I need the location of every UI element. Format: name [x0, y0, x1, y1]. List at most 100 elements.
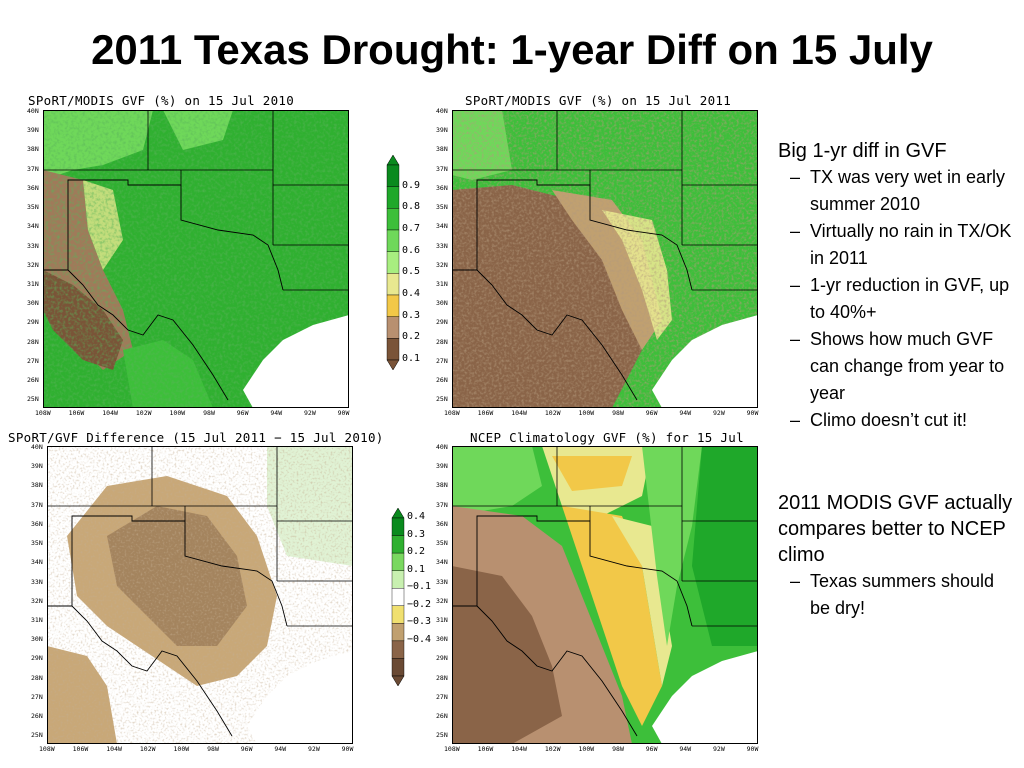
- lon-tick-label: 100W: [578, 745, 595, 753]
- lat-tick-label: 38N: [27, 145, 39, 154]
- lat-tick-label: 31N: [31, 616, 43, 625]
- lat-tick-label: 33N: [436, 577, 448, 586]
- colorbar-segment: [391, 570, 405, 589]
- lat-tick-label: 25N: [27, 395, 39, 404]
- lat-tick-label: 29N: [436, 318, 448, 327]
- lat-tick-label: 39N: [436, 462, 448, 471]
- colorbar-difference: [390, 507, 406, 691]
- colorbar-label: 0.3: [402, 309, 421, 321]
- colorbar-label: 0.9: [402, 179, 421, 191]
- lat-tick-label: 28N: [436, 673, 448, 682]
- lat-tick-label: 29N: [27, 318, 39, 327]
- colorbar-segment: [391, 552, 405, 571]
- lat-tick-label: 40N: [27, 107, 39, 115]
- lon-tick-label: 96W: [236, 409, 249, 417]
- lat-tick-label: 39N: [436, 126, 448, 135]
- lat-tick-label: 34N: [31, 558, 43, 567]
- notes-heading-1: Big 1-yr diff in GVF: [778, 140, 947, 162]
- lon-tick-label: 100W: [173, 745, 190, 753]
- lat-tick-label: 30N: [27, 299, 39, 308]
- colorbar-label: −0.3: [407, 616, 432, 628]
- colorbar-segment: [386, 164, 400, 187]
- lat-tick-label: 34N: [436, 558, 448, 567]
- lat-tick-label: 36N: [31, 519, 43, 528]
- lat-tick-label: 27N: [31, 692, 43, 701]
- panel-title-ncep-climatology: NCEP Climatology GVF (%) for 15 Jul: [470, 430, 744, 445]
- colorbar-segment: [391, 517, 405, 536]
- lat-tick-label: 40N: [31, 443, 43, 451]
- lat-tick-label: 29N: [31, 654, 43, 663]
- lat-tick-label: 28N: [27, 337, 39, 346]
- panel-title-difference: SPoRT/GVF Difference (15 Jul 2011 − 15 J…: [8, 430, 384, 445]
- map-ncep-climatology: [452, 446, 758, 744]
- notes-list-1: – TX was very wet in early summer 2010 – V…: [778, 164, 1018, 434]
- colorbar-label: 0.8: [402, 201, 421, 213]
- lon-tick-label: 96W: [645, 409, 658, 417]
- map-gvf-difference: [47, 446, 353, 744]
- lat-tick-label: 40N: [436, 443, 448, 451]
- lon-tick-label: 90W: [746, 745, 759, 753]
- lon-tick-label: 104W: [106, 745, 122, 753]
- colorbar-segment: [391, 658, 405, 677]
- lon-tick-label: 90W: [746, 409, 759, 417]
- colorbar-label: −0.4: [407, 633, 432, 645]
- lat-tick-label: 36N: [436, 519, 448, 528]
- lon-tick-label: 92W: [713, 745, 725, 753]
- colorbar-top-arrow: [386, 154, 400, 166]
- lat-tick-label: 38N: [31, 481, 43, 490]
- colorbar-bottom-arrow: [391, 675, 405, 687]
- notes-item: – Shows how much GVF can change from year…: [790, 329, 1005, 403]
- colorbar-label: 0.4: [407, 511, 426, 522]
- lon-tick-label: 94W: [679, 409, 692, 417]
- lat-tick-label: 34N: [27, 222, 39, 231]
- notes-panel: Big 1-yr diff in GVF – TX was very wet in…: [778, 138, 1018, 622]
- lat-tick-label: 34N: [436, 222, 448, 231]
- lat-tick-label: 35N: [436, 539, 448, 548]
- lat-tick-label: 29N: [436, 654, 448, 663]
- lon-tick-label: 92W: [308, 745, 320, 753]
- lat-tick-label: 30N: [31, 635, 43, 644]
- lon-tick-label: 106W: [477, 745, 494, 753]
- colorbar-gvf: [385, 154, 401, 375]
- lat-tick-label: 33N: [27, 241, 39, 250]
- colorbar-segment: [386, 316, 400, 339]
- lon-tick-label: 92W: [713, 409, 725, 417]
- lat-tick-label: 39N: [31, 462, 43, 471]
- lat-tick-label: 28N: [31, 673, 43, 682]
- lon-tick-label: 106W: [68, 409, 85, 417]
- notes-item: – TX was very wet in early summer 2010: [790, 167, 1006, 214]
- colorbar-segment: [386, 273, 400, 296]
- lat-tick-label: 37N: [436, 164, 448, 173]
- lat-tick-label: 25N: [31, 731, 43, 740]
- colorbar-segment: [386, 229, 400, 252]
- lat-tick-label: 32N: [27, 260, 39, 269]
- colorbar-label: 0.4: [402, 288, 421, 299]
- panel-title-gvf-2011: SPoRT/MODIS GVF (%) on 15 Jul 2011: [465, 93, 732, 108]
- lon-tick-label: 98W: [612, 409, 624, 417]
- lon-tick-label: 104W: [102, 409, 118, 417]
- lat-tick-label: 38N: [436, 481, 448, 490]
- colorbar-segment: [391, 588, 405, 606]
- lon-tick-label: 104W: [511, 745, 527, 753]
- notes-item: – Virtually no rain in TX/OK in 2011: [790, 221, 1012, 268]
- lat-tick-label: 26N: [27, 376, 39, 385]
- lat-tick-label: 27N: [436, 692, 448, 701]
- lat-tick-label: 37N: [27, 164, 39, 173]
- lon-tick-label: 106W: [477, 409, 494, 417]
- map-gvf-2011: [452, 110, 758, 408]
- lat-tick-label: 28N: [436, 337, 448, 346]
- lon-tick-label: 98W: [207, 745, 219, 753]
- lon-tick-label: 98W: [203, 409, 215, 417]
- lat-tick-label: 32N: [31, 596, 43, 605]
- lon-tick-label: 104W: [511, 409, 527, 417]
- colorbar-label: 0.2: [402, 331, 421, 343]
- colorbar-label: 0.6: [402, 244, 421, 256]
- lon-tick-label: 98W: [612, 745, 624, 753]
- colorbar-top-arrow: [391, 507, 405, 519]
- lat-tick-label: 27N: [27, 356, 39, 365]
- slide-title: 2011 Texas Drought: 1-year Diff on 15 Ju…: [91, 26, 933, 73]
- lon-tick-label: 90W: [337, 409, 350, 417]
- lon-tick-label: 100W: [578, 409, 595, 417]
- lat-tick-label: 33N: [436, 241, 448, 250]
- lon-tick-label: 90W: [341, 745, 354, 753]
